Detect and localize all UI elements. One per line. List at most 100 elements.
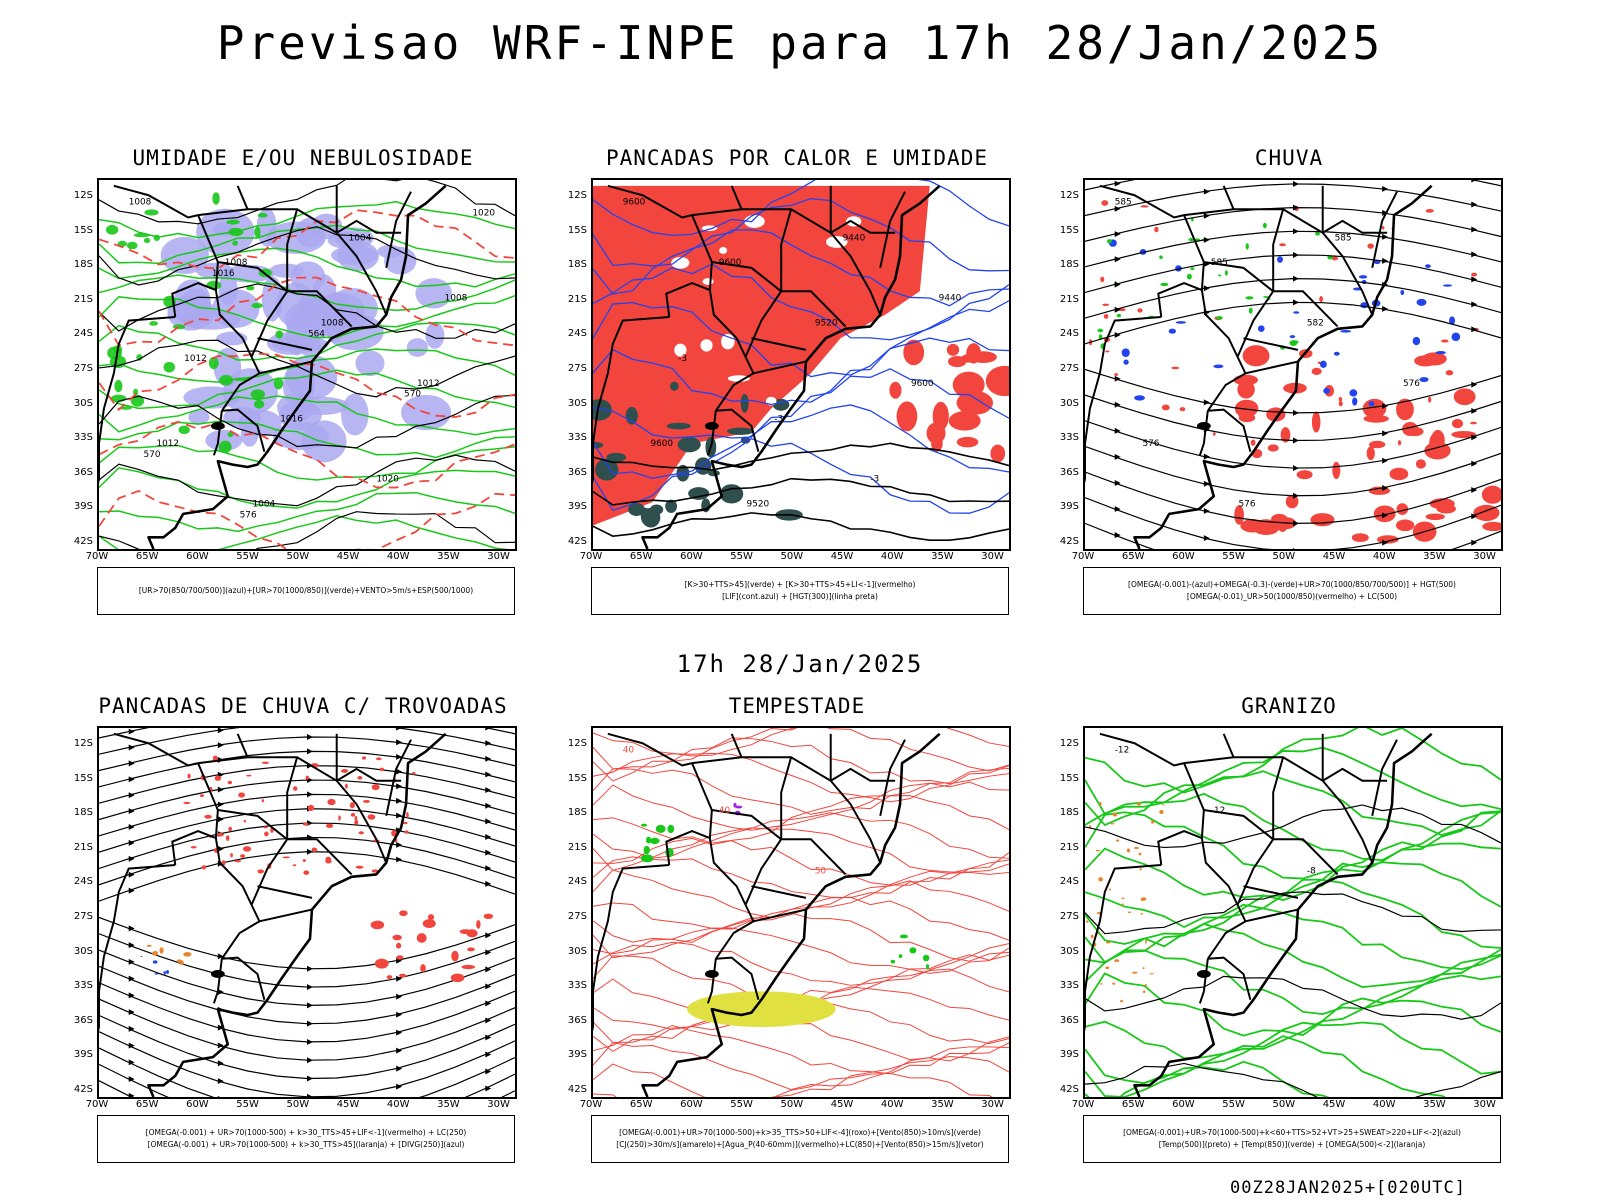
contour-label: 9520: [815, 318, 838, 328]
lon-tick-label: 50W: [1272, 551, 1296, 562]
lon-tick-label: 40W: [1372, 551, 1396, 562]
panel-title: TEMPESTADE: [728, 694, 866, 718]
legend-line: [OMEGA(-0.001) + UR>70(1000-500) + k>30_…: [145, 1128, 467, 1137]
contour-label: 1008: [129, 198, 152, 208]
forecast-map: 1008 1008 1008 1012 1012 1004 1004 1008 1012 1016…: [97, 178, 517, 551]
contour-label: 9600: [719, 258, 742, 268]
lat-tick-label: 21S: [567, 293, 587, 305]
lon-tick-label: 60W: [186, 551, 209, 562]
lat-tick-label: 15S: [73, 772, 93, 784]
lon-tick-label: 65W: [629, 1099, 653, 1110]
legend-box: [OMEGA(-0.001)+UR>70(1000-500)+k>35_TTS>…: [591, 1115, 1009, 1163]
contour-label: 1012: [156, 439, 179, 449]
lat-tick-label: 27S: [567, 363, 587, 374]
lon-tick-label: 35W: [437, 1099, 460, 1110]
init-time-footer: 00Z28JAN2025+[020UTC]: [1230, 1178, 1466, 1198]
map-svg: 9600 9600 9520 9600 9600 9520 9440 9440 -3 -3 -3: [593, 180, 1009, 549]
contour-label: 1012: [184, 354, 207, 364]
lon-tick-label: 30W: [1473, 1099, 1496, 1110]
legend-line: [OMEGA(-0.001)+UR>70(1000-500)+k>35_TTS>…: [619, 1128, 981, 1137]
lon-tick-label: 55W: [730, 551, 753, 562]
lon-tick-label: 65W: [135, 551, 159, 562]
contour-label: 1020: [472, 209, 495, 219]
map-svg: -12 -12 -8: [1085, 728, 1501, 1097]
contour-label: 576: [1142, 439, 1159, 449]
legend-box: [OMEGA(-0.001) + UR>70(1000-500) + k>30_…: [97, 1115, 515, 1163]
legend-box: [UR>70(850/700/500)](azul)+[UR>70(1000/8…: [97, 567, 515, 615]
lat-tick-label: 21S: [1059, 841, 1079, 853]
panel-title: PANCADAS POR CALOR E UMIDADE: [605, 146, 988, 170]
legend-line: [OMEGA(-0.01)_UR>50(1000/850)(vermelho) …: [1186, 592, 1398, 601]
lon-tick-label: 30W: [1473, 551, 1496, 562]
contour-label: 585: [1211, 258, 1228, 268]
lon-tick-label: 30W: [981, 1099, 1004, 1110]
lat-tick-label: 18S: [567, 807, 587, 819]
lat-tick-label: 27S: [73, 911, 93, 922]
contour-label: 576: [1403, 379, 1420, 389]
lon-tick-label: 45W: [830, 551, 854, 562]
contour-label: 585: [1335, 233, 1352, 243]
lat-tick-label: 36S: [567, 466, 587, 478]
lon-tick-label: 50W: [286, 551, 310, 562]
forecast-map: 40 40 50: [591, 726, 1011, 1099]
map-svg: 585 585 582 576 576 576 585: [1085, 180, 1501, 549]
lat-tick-label: 30S: [1059, 397, 1079, 409]
lat-tick-label: 24S: [1059, 876, 1079, 888]
contour-label: 585: [1115, 198, 1132, 208]
map-svg: [99, 728, 515, 1097]
lat-tick-label: 39S: [567, 1049, 587, 1061]
lon-tick-label: 70W: [579, 1099, 603, 1110]
contour-label: 1008: [225, 258, 248, 268]
contour-label: 9600: [911, 379, 934, 389]
lat-tick-label: 24S: [73, 876, 93, 888]
lat-tick-label: 36S: [1059, 466, 1079, 478]
lat-tick-label: 36S: [567, 1014, 587, 1026]
contour-label: 576: [1239, 499, 1256, 509]
contour-label: -12: [1115, 746, 1130, 756]
contour-label: 564: [308, 329, 325, 339]
contour-label: 9600: [650, 439, 673, 449]
lat-tick-label: 39S: [73, 501, 93, 513]
lat-tick-label: 27S: [73, 363, 93, 374]
lon-tick-label: 45W: [336, 551, 360, 562]
lat-tick-label: 39S: [1059, 1049, 1079, 1061]
legend-line: [UR>70(850/700/500)](azul)+[UR>70(1000/8…: [138, 586, 474, 595]
lat-tick-label: 36S: [73, 466, 93, 478]
lat-tick-label: 24S: [1059, 328, 1079, 340]
panel-title: CHUVA: [1254, 146, 1324, 170]
lon-tick-label: 60W: [1172, 1099, 1195, 1110]
lon-tick-label: 35W: [931, 551, 954, 562]
contour-label: 582: [1307, 318, 1324, 328]
lon-tick-label: 50W: [780, 1099, 804, 1110]
lon-tick-label: 40W: [1372, 1099, 1396, 1110]
lat-tick-label: 18S: [73, 807, 93, 819]
lon-tick-label: 35W: [437, 551, 460, 562]
lat-tick-label: 12S: [73, 190, 93, 201]
lon-tick-label: 65W: [629, 551, 653, 562]
lon-tick-label: 65W: [1121, 551, 1145, 562]
lon-tick-label: 65W: [135, 1099, 159, 1110]
lon-tick-label: 60W: [680, 551, 703, 562]
lat-tick-label: 39S: [567, 501, 587, 513]
contour-label: 570: [144, 450, 161, 460]
lon-tick-label: 60W: [680, 1099, 703, 1110]
map-svg: 1008 1008 1008 1012 1012 1004 1004 1008 1012 1016…: [99, 180, 515, 549]
contour-label: 1008: [445, 294, 468, 304]
lat-tick-label: 21S: [1059, 293, 1079, 305]
legend-line: [CJ(250)>30m/s](amarelo)+[Agua_P(40-60mm…: [616, 1140, 984, 1149]
lat-tick-label: 15S: [567, 224, 587, 236]
legend-box: [OMEGA(-0.001)-(azul)+OMEGA(-0.3)-(verde…: [1083, 567, 1501, 615]
lat-tick-label: 42S: [567, 1084, 587, 1095]
lat-tick-label: 39S: [1059, 501, 1079, 513]
lat-tick-label: 42S: [1059, 536, 1079, 547]
lon-tick-label: 35W: [1423, 1099, 1446, 1110]
lon-tick-label: 70W: [85, 1099, 109, 1110]
contour-label: -12: [1211, 806, 1226, 816]
lat-tick-label: 21S: [567, 841, 587, 853]
lon-tick-label: 30W: [487, 1099, 510, 1110]
lat-tick-label: 18S: [73, 259, 93, 271]
lon-tick-label: 40W: [386, 1099, 410, 1110]
contour-label: 1016: [280, 414, 303, 424]
contour-label: 9600: [623, 198, 646, 208]
lat-tick-label: 24S: [567, 328, 587, 340]
